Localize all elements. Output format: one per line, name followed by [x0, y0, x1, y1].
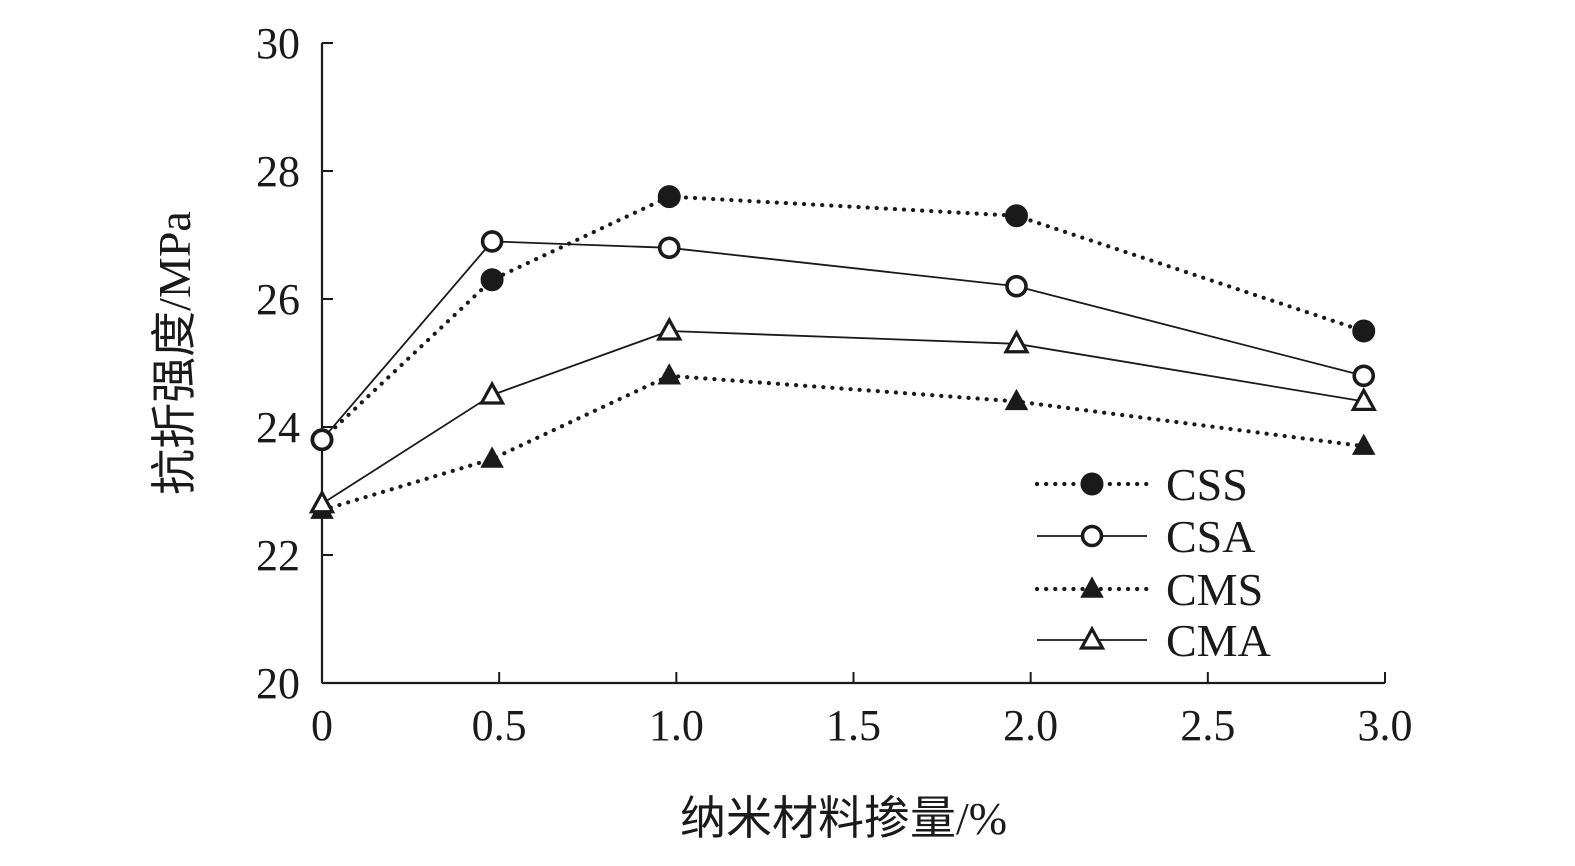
data-point-cms — [1351, 433, 1376, 455]
y-axis-title: 抗折强度/MPa — [149, 211, 200, 495]
data-point-cms — [1004, 388, 1029, 411]
legend-item-cms: CMS — [1034, 564, 1263, 615]
data-point-css — [1004, 204, 1028, 228]
data-point-cma — [478, 380, 506, 405]
series-csa — [310, 230, 1376, 452]
data-point-csa — [480, 230, 504, 253]
data-point-csa — [657, 236, 681, 260]
legend-label-csa: CSA — [1166, 511, 1255, 562]
x-tick-label: 3.0 — [1358, 701, 1413, 750]
y-tick-label: 30 — [256, 19, 300, 68]
data-point-csa — [310, 428, 334, 452]
x-tick-label: 2.5 — [1180, 701, 1235, 750]
y-tick-label: 28 — [256, 147, 300, 196]
x-axis-title: 纳米材料掺量/% — [680, 793, 1007, 844]
x-tick-label: 0.5 — [472, 701, 527, 750]
data-point-cma — [1003, 329, 1030, 354]
legend-label-css: CSS — [1166, 459, 1248, 510]
data-point-css — [657, 185, 681, 209]
legend-label-cma: CMA — [1166, 615, 1271, 666]
y-tick-label: 22 — [256, 531, 300, 580]
series-cma — [308, 316, 1377, 514]
series-line-csa — [321, 240, 1364, 441]
y-tick-label: 20 — [256, 659, 300, 708]
series-layer — [308, 185, 1377, 519]
data-point-cma — [656, 316, 683, 341]
legend-item-cma: CMA — [1037, 615, 1271, 666]
legend-label-cms: CMS — [1166, 564, 1263, 615]
x-tick-label: 0 — [311, 701, 333, 750]
y-tick-label: 26 — [256, 275, 300, 324]
data-point-cma — [308, 489, 336, 514]
data-point-cms — [480, 446, 504, 468]
x-tick-label: 1.0 — [649, 701, 704, 750]
data-point-css — [480, 268, 504, 292]
data-point-cms — [657, 363, 682, 385]
data-point-cma — [1350, 387, 1377, 411]
x-tick-label: 2.0 — [1003, 701, 1058, 750]
legend-marker-csa — [1080, 524, 1104, 548]
x-tick-label: 1.5 — [826, 701, 881, 750]
data-point-csa — [1005, 274, 1028, 298]
ticks-layer: 20 22 24 26 28 30 0 0.5 1.0 1.5 2.0 2.5 3.0 — [256, 19, 1413, 750]
series-css — [310, 185, 1376, 452]
y-tick-label: 24 — [256, 403, 300, 452]
legend-marker-css — [1080, 472, 1104, 496]
legend-marker-cma — [1078, 625, 1106, 650]
legend-marker-cms — [1080, 576, 1104, 598]
legend-item-csa: CSA — [1037, 511, 1255, 562]
data-point-css — [1352, 319, 1376, 343]
legend-item-css: CSS — [1034, 459, 1248, 510]
data-point-csa — [1352, 364, 1376, 388]
